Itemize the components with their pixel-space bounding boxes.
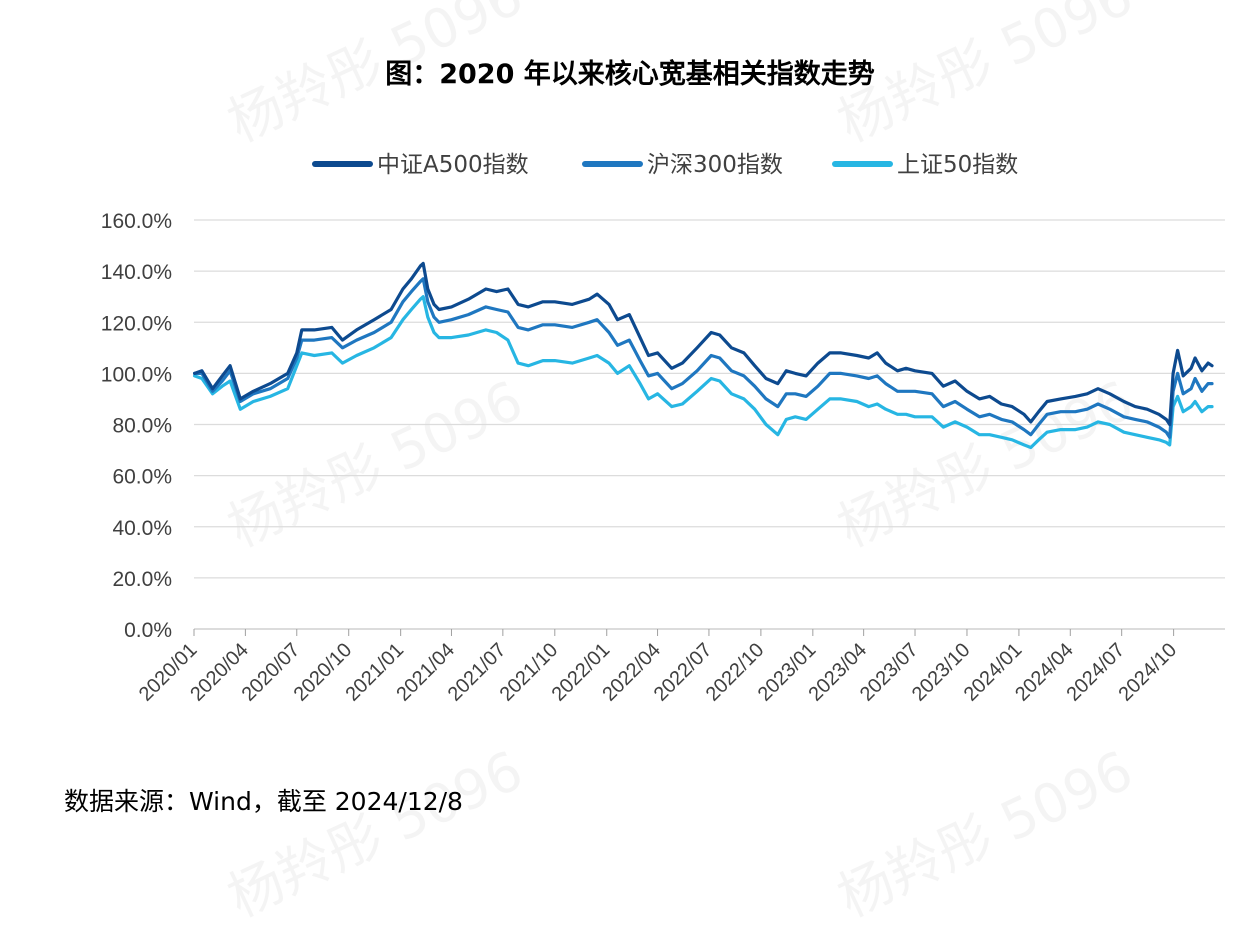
x-tick-label: 2024/10: [1114, 639, 1181, 706]
y-tick-label: 100.0%: [101, 363, 172, 386]
y-tick-label: 40.0%: [112, 517, 172, 540]
y-tick-label: 140.0%: [101, 261, 172, 284]
chart-title: 图：2020 年以来核心宽基相关指数走势: [385, 59, 875, 90]
y-tick-label: 80.0%: [112, 415, 172, 438]
series-line-1: [193, 261, 1214, 427]
source-note: 数据来源：Wind，截至 2024/12/8: [64, 787, 463, 816]
series-group: [193, 261, 1214, 450]
legend: 中证A500指数 沪深300指数 上证50指数: [312, 152, 1018, 178]
y-tick-label: 20.0%: [112, 568, 172, 591]
legend-label: 上证50指数: [897, 152, 1018, 178]
y-tick-label: 60.0%: [112, 466, 172, 489]
y-tick-label: 160.0%: [101, 210, 172, 233]
series-line-2: [193, 277, 1214, 439]
series-line-3: [193, 295, 1214, 450]
y-tick-label: 120.0%: [101, 312, 172, 335]
legend-label: 中证A500指数: [377, 152, 529, 178]
y-tick-label: 0.0%: [124, 619, 172, 642]
x-axis: 2020/012020/042020/072020/102021/012021/…: [135, 629, 1181, 706]
line-chart: 中证A500指数 沪深300指数 上证50指数 0.0% 20.0% 40.0% 60.0…: [101, 152, 1225, 706]
grid: [194, 219, 1225, 630]
legend-label: 沪深300指数: [647, 152, 783, 178]
y-axis: 0.0% 20.0% 40.0% 60.0% 80.0% 100.0% 120.0% 140.…: [101, 210, 172, 642]
